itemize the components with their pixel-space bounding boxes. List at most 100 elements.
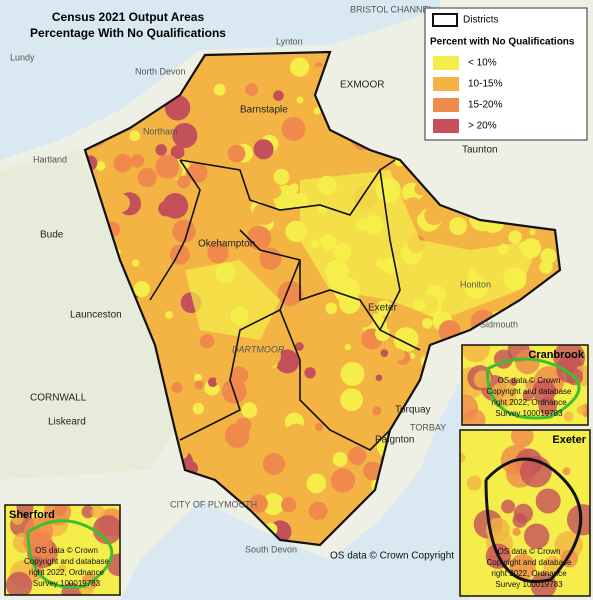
map-title: Census 2021 Output Areas (52, 10, 205, 24)
place-label: Torquay (395, 405, 431, 416)
output-area (275, 349, 300, 374)
inset-map: Sherford OS data © Crown Copyright and dat… (4, 504, 121, 596)
output-area (512, 527, 521, 537)
output-area (562, 467, 571, 476)
output-area (245, 217, 256, 228)
legend-label: Districts (463, 15, 499, 26)
output-area (192, 402, 205, 415)
place-label: CITY OF PLYMOUTH (170, 499, 257, 509)
output-area (129, 130, 141, 142)
output-area (113, 153, 133, 173)
output-area (130, 154, 144, 168)
output-area (249, 494, 268, 513)
place-label: Northam (143, 126, 178, 136)
output-area (146, 211, 167, 232)
sea (0, 0, 440, 160)
legend-swatch (433, 98, 459, 112)
output-area (304, 367, 316, 379)
output-area (213, 83, 226, 96)
output-area (511, 430, 534, 448)
output-area (170, 145, 185, 160)
place-label: Hartland (33, 154, 67, 164)
place-label: EXMOOR (340, 80, 384, 91)
output-area (290, 57, 310, 77)
output-area (347, 446, 367, 466)
output-area (155, 144, 167, 156)
output-area (296, 96, 304, 104)
inset-copyright: Copyright and database (487, 387, 573, 396)
output-area (300, 170, 540, 320)
place-label: South Devon (245, 544, 297, 554)
output-area (259, 247, 282, 270)
output-area (344, 344, 351, 351)
output-area (11, 513, 24, 525)
output-area (207, 377, 218, 387)
inset-frame (461, 344, 589, 426)
map-title: Percentage With No Qualifications (30, 26, 226, 40)
output-area (133, 281, 150, 298)
output-area (281, 116, 306, 141)
output-area (462, 345, 491, 363)
output-area (241, 402, 258, 419)
legend-heading: Percent with No Qualifications (430, 37, 575, 48)
output-area (421, 317, 433, 329)
output-area (295, 342, 304, 351)
inset-copyright: OS data © Crown (35, 546, 98, 555)
legend-swatch (432, 13, 458, 27)
output-area (230, 366, 249, 385)
output-area (529, 229, 536, 236)
inset-copyright: right 2022, Ordnance (491, 398, 567, 407)
output-area (340, 388, 363, 412)
output-area (16, 505, 34, 517)
output-area (523, 523, 550, 550)
output-area (171, 405, 184, 418)
output-area (566, 504, 590, 536)
output-area (289, 453, 315, 480)
output-area (424, 205, 444, 226)
output-area (460, 452, 466, 463)
inset-title: Sherford (9, 509, 55, 521)
inset-copyright: OS data © Crown (498, 376, 561, 385)
output-area (169, 244, 190, 265)
output-area (245, 83, 259, 97)
output-area (375, 374, 383, 382)
output-area (195, 350, 209, 364)
output-area (185, 260, 280, 340)
output-area (155, 154, 180, 179)
output-area (281, 497, 297, 513)
inset-copyright: Survey 100019783 (495, 409, 563, 418)
output-area (5, 571, 33, 595)
place-label: North Devon (135, 66, 186, 76)
legend-box (424, 7, 588, 141)
output-area (375, 326, 390, 342)
output-area (215, 377, 224, 385)
output-area (273, 168, 290, 185)
output-area (317, 337, 337, 357)
inset-copyright: Copyright and database (24, 557, 110, 566)
output-area (262, 452, 285, 475)
output-area (332, 452, 348, 467)
output-area (198, 59, 221, 82)
place-label: Liskeard (48, 417, 86, 428)
inset-frame (4, 504, 121, 596)
output-area (325, 302, 338, 315)
inset-content (5, 505, 120, 595)
place-label: Honiton (460, 279, 491, 289)
output-area (512, 513, 528, 528)
inset-boundary (485, 357, 581, 420)
output-area (172, 122, 198, 149)
inset-copyright: right 2022, Ordnance (29, 568, 105, 577)
output-area (462, 408, 486, 425)
inset-copyright: Copyright and database (487, 558, 573, 567)
legend-label: 15-20% (468, 100, 503, 111)
place-label: TORBAY (410, 422, 446, 432)
output-area (194, 380, 204, 390)
output-area (215, 191, 228, 205)
output-area (466, 475, 482, 491)
place-label: Lynton (276, 36, 303, 46)
output-area (509, 553, 536, 581)
output-area (306, 473, 327, 494)
place-label: DARTMOOR (232, 344, 285, 354)
output-area (95, 160, 106, 171)
